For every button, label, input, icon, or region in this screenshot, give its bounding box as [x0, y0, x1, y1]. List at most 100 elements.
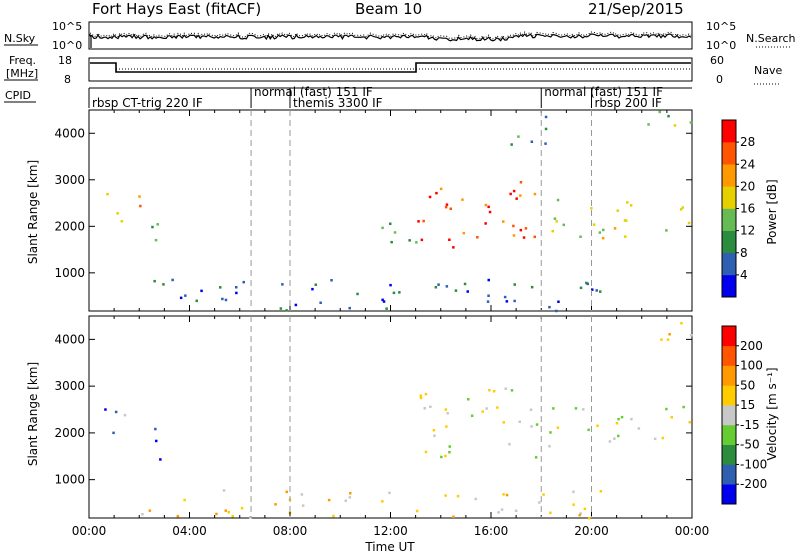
range-gate-cell	[496, 406, 499, 409]
cpid-segment-label: themis 3300 IF	[293, 96, 383, 110]
range-gate-cell	[462, 231, 466, 235]
range-gate-cell	[579, 286, 583, 290]
range-gate-cell	[419, 394, 422, 398]
range-gate-cell	[123, 413, 127, 417]
y-tick-label: 3000	[54, 379, 85, 393]
range-gate-cell	[670, 416, 673, 419]
colorbar-swatch	[722, 142, 736, 165]
colorbar-tick-label: 24	[740, 157, 755, 171]
range-gate-cell	[519, 228, 523, 232]
range-gate-cell	[179, 296, 183, 300]
range-gate-cell	[445, 203, 449, 206]
range-gate-cell	[562, 223, 565, 227]
range-gate-cell	[428, 195, 432, 199]
range-gate-cell	[637, 427, 641, 430]
velocity-panel-frame	[88, 315, 693, 519]
range-gate-cell	[510, 143, 513, 146]
range-gate-cell	[452, 246, 455, 249]
range-gate-cell	[327, 498, 331, 502]
range-gate-cell	[505, 493, 509, 497]
range-gate-cell	[224, 509, 227, 512]
range-gate-cell	[513, 283, 516, 286]
range-gate-cell	[311, 287, 314, 291]
range-gate-cell	[572, 503, 575, 506]
velocity-colorbar: 200 100 50 15 -15 -50 -100 -200	[721, 325, 767, 505]
range-gate-cell	[314, 283, 317, 286]
x-tick-label: 04:00	[172, 524, 207, 538]
range-gate-cell	[344, 499, 347, 502]
range-gate-cell	[151, 225, 154, 229]
range-gate-cell	[200, 289, 203, 293]
cpid-segment-label: rbsp CT-trig 220 IF	[92, 96, 203, 110]
range-gate-cell	[285, 309, 288, 312]
range-gate-cell	[548, 305, 551, 309]
colorbar-tick-label: 12	[740, 224, 755, 238]
range-gate-cell	[155, 439, 158, 443]
colorbar-swatch	[722, 186, 736, 209]
colorbar-swatch	[722, 208, 736, 231]
range-gate-cell	[319, 301, 322, 304]
range-gate-cell	[392, 291, 396, 295]
range-gate-cell	[602, 228, 605, 232]
range-gate-cell	[518, 420, 521, 423]
range-gate-cell	[445, 425, 448, 428]
range-gate-cell	[688, 421, 691, 424]
range-gate-cell	[476, 236, 479, 239]
freq-label-2: [MHz]	[6, 67, 38, 80]
range-gate-cell	[332, 514, 335, 518]
range-gate-cell	[429, 405, 432, 408]
range-gate-cell	[522, 236, 526, 239]
range-gate-cell	[408, 239, 411, 242]
range-gate-cell	[590, 207, 593, 210]
nsearch-label: N.Search	[746, 32, 796, 45]
range-gate-cell	[249, 516, 252, 519]
colorbar-tick-label: -15	[740, 418, 760, 432]
range-gate-cell	[613, 437, 616, 440]
range-gate-cell	[583, 507, 587, 511]
range-gate-cell	[488, 388, 491, 392]
range-gate-cell	[667, 114, 670, 118]
colorbar-tick-label: -200	[740, 477, 767, 491]
y-tick-label: 3000	[54, 173, 85, 187]
range-gate-cell	[463, 282, 467, 286]
range-gate-cell	[510, 389, 514, 392]
range-gate-cell	[444, 205, 448, 209]
range-gate-cell	[285, 490, 288, 494]
freq-tick-low: 8	[64, 73, 71, 86]
range-gate-cell	[512, 234, 516, 237]
colorbar-swatch	[722, 326, 736, 347]
range-gate-cell	[665, 229, 668, 232]
range-gate-cell	[533, 192, 537, 196]
colorbar-swatch	[722, 252, 736, 276]
nsky-panel-frame	[88, 21, 693, 50]
range-gate-cell	[445, 285, 449, 288]
range-gate-cell	[390, 240, 393, 244]
colorbar-swatch	[722, 230, 736, 253]
colorbar-swatch	[722, 385, 736, 406]
range-gate-cell	[515, 197, 518, 200]
colorbar-swatch	[722, 484, 736, 505]
range-gate-cell	[484, 203, 488, 207]
cpid-segment-label: normal (fast) 151 IF	[544, 85, 663, 99]
range-gate-cell	[513, 299, 516, 303]
y-tick-label: 2000	[54, 426, 85, 440]
range-gate-cell	[681, 206, 684, 209]
range-gate-cell	[524, 227, 528, 230]
range-gate-cell	[424, 392, 428, 396]
range-gate-cell	[420, 238, 424, 242]
range-gate-cell	[617, 417, 620, 421]
cpid-segments: rbsp CT-trig 220 IF normal (fast) 151 IF t…	[88, 85, 663, 110]
x-tick-label: 20:00	[574, 524, 609, 538]
nave-tick-low: 0	[716, 73, 723, 86]
range-gate-cell	[620, 415, 624, 419]
x-tick-label: 12:00	[373, 524, 408, 538]
freq-panel-frame	[88, 57, 693, 82]
colorbar-tick-label: 20	[740, 179, 755, 193]
range-gate-cell	[587, 428, 590, 432]
nsearch-tick-low: 10^0	[706, 39, 736, 52]
range-gate-cell	[687, 221, 691, 225]
range-gate-cell	[625, 219, 628, 222]
range-gate-cell	[389, 283, 392, 287]
nave-tick-high: 60	[710, 54, 724, 67]
